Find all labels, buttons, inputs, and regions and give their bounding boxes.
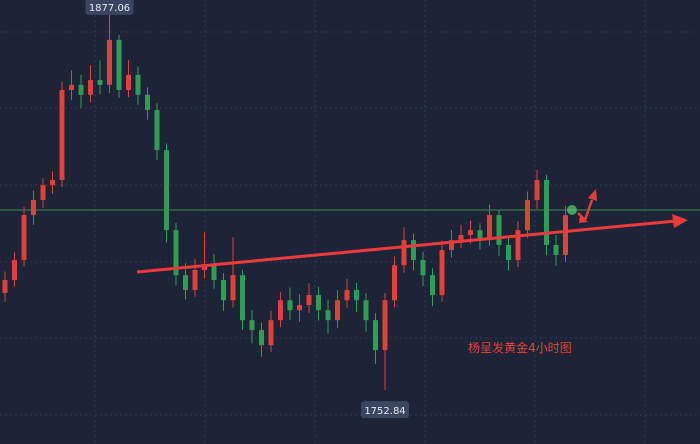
candle-body — [116, 39, 122, 91]
candle-body — [487, 215, 492, 241]
candle-body — [468, 230, 473, 235]
candle-body — [534, 180, 540, 200]
arrow-head — [672, 214, 688, 228]
candle-body — [306, 295, 312, 306]
candle-body — [316, 295, 321, 311]
price-tag-box — [361, 401, 409, 419]
candle-body — [439, 250, 445, 296]
candle-body — [259, 330, 264, 346]
annotation: 杨呈发黄金4小时图 — [468, 340, 572, 355]
candle-body — [21, 215, 27, 261]
glow-point — [567, 205, 577, 215]
trend-arrow — [136, 189, 688, 274]
candle-body — [164, 150, 169, 231]
candle-body — [268, 320, 274, 346]
candle-body — [40, 185, 46, 200]
candle-body — [335, 300, 340, 321]
candle-body — [31, 199, 36, 216]
candle-body — [154, 109, 160, 151]
price-tag: 1752.84 — [364, 406, 405, 417]
candle-body — [230, 275, 236, 301]
candle-body — [458, 234, 464, 241]
price-tag-box — [85, 0, 134, 15]
candle-body — [249, 320, 255, 331]
candle-body — [496, 215, 502, 245]
candle-body — [2, 279, 8, 293]
candle-body — [107, 39, 112, 85]
candle-body — [12, 260, 17, 280]
candle-body — [183, 275, 188, 290]
arrow-head — [588, 189, 597, 201]
candle-body — [515, 230, 521, 261]
candle-body — [373, 320, 378, 351]
candle-body — [344, 289, 350, 301]
candle-body — [544, 180, 549, 245]
candle-body — [145, 94, 150, 110]
candle-body — [525, 199, 530, 231]
candle-body — [192, 270, 198, 290]
candle-body — [202, 265, 207, 271]
candle-body — [420, 260, 426, 276]
candle-body — [506, 244, 511, 261]
candle-body — [287, 300, 293, 311]
price-tag: 1877.06 — [89, 3, 130, 14]
candle-body — [173, 230, 179, 276]
candle-body — [401, 240, 407, 266]
candle-body — [297, 305, 302, 311]
candle-body — [97, 80, 103, 85]
candle-body — [563, 215, 568, 255]
candle-body — [325, 310, 331, 321]
candle-body — [69, 84, 74, 91]
candle-body — [78, 84, 84, 95]
candle-body — [354, 289, 359, 301]
candle-body — [477, 230, 483, 241]
candle-body — [50, 180, 55, 186]
candle-body — [363, 300, 369, 321]
candle-body — [221, 279, 226, 301]
candle-body — [126, 74, 131, 91]
candle-body — [240, 275, 245, 321]
candle-body — [553, 244, 559, 255]
candle-body — [449, 240, 454, 251]
trend-line — [136, 219, 677, 274]
arrow-head — [579, 216, 588, 223]
candle-body — [430, 275, 435, 296]
candle-body — [278, 300, 283, 321]
candle-body — [392, 265, 397, 301]
candles — [2, 14, 568, 391]
candle-body — [59, 90, 65, 181]
candle-body — [411, 240, 416, 261]
candle-body — [88, 80, 93, 95]
candle-body — [135, 74, 141, 95]
candle-body — [211, 265, 217, 280]
candle-body — [382, 300, 388, 351]
